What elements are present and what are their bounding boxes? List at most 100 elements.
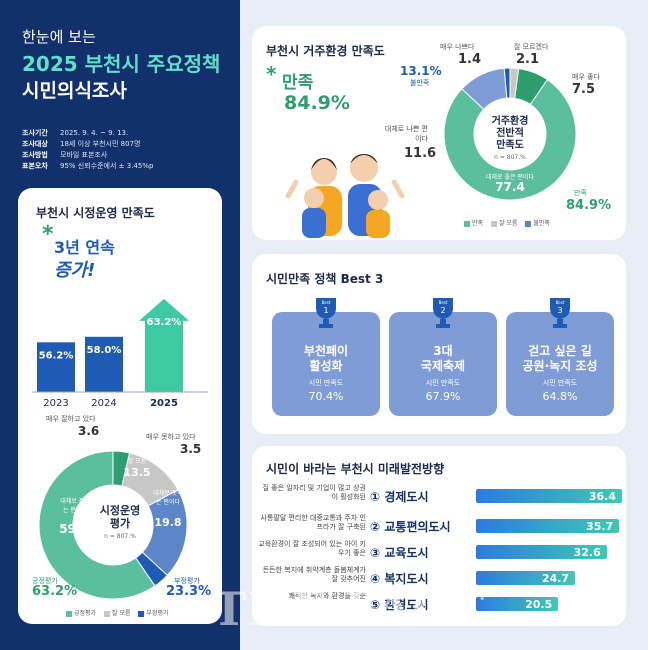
meta-key: 조사대상 [22,140,48,148]
future-value: 35.7 [586,520,614,533]
slice-good [443,78,577,201]
meta-value: 2025. 9. 4. ~ 9. 13. [60,129,129,137]
header-line1: 한눈에 보는 [22,28,96,46]
best3-item-3: Best 3 걷고 싶은 길 공원·녹지 조성 시민 만족도 64.8% [506,298,614,416]
future-num: ④ [370,572,381,586]
best3-name: 3대 국제축제 [389,344,497,374]
admin-donut [38,450,188,600]
slice-very-bad [503,67,511,99]
future-name: ① 경제도시 [370,488,429,505]
future-name-text: 복지도시 [384,572,429,586]
best3-pct: 67.9% [425,390,461,403]
meta-row: 표본오차 95% 신뢰수준에서 ± 3.45%p [22,161,153,172]
future-title: 시민이 바라는 부천시 미래발전방향 [266,462,445,476]
bar-value-label: 56.2% [39,350,74,361]
legend-dk: 잘 모름 [498,220,518,227]
future-bar: 20.5 [476,597,559,611]
legend-unsat: 불만족 [533,220,550,227]
future-num: ⑤ [370,598,381,612]
admin-center-2: 평가 [109,517,131,530]
best3-item-1: Best 1 부천페이 활성화 시민 만족도 70.4% [272,298,380,416]
living-card: 부천시 거주환경 만족도 * 만족 84.9% 거주환경 전반적 만족도 n =… [252,26,626,240]
future-row: 사통팔달 편리한 대중교통과 주차 인프라가 잘 구축된 ② 교통편의도시 35.7 [258,514,630,538]
admin-title: 부천시 시정운영 만족도 [36,206,155,220]
meta-key: 조사방법 [22,151,48,159]
best3-title: 시민만족 정책 Best 3 [266,272,384,286]
future-name: ④ 복지도시 [370,570,429,587]
future-value: 32.6 [573,546,601,559]
admin-vg-label: 매우 못하고 있다 [146,433,196,441]
living-vb-label: 매우 나쁘다 [440,43,475,51]
best3-sub: 시민 만족도 [308,379,344,387]
living-badge-label: 만족 [282,73,314,93]
header-line3: 시민의식조사 [22,80,127,102]
admin-headline2: 증가! [54,260,96,281]
best3-name-2: 활성화 [309,359,343,373]
bar-value-label: 58.0% [87,345,122,356]
rank-text: 2 [440,306,445,315]
trophy-icon: Best 3 [550,298,570,328]
bar-2023 [37,342,75,392]
future-value: 36.4 [588,490,616,503]
future-bar: 35.7 [476,519,620,533]
future-row: 질 좋은 일자리 및 기업이 많고 상권이 활성화된 ① 경제도시 36.4 [258,484,630,508]
living-vb-value: 1.4 [458,52,482,67]
admin-pos-total-label: 긍정평가 [32,577,58,585]
living-center-1: 거주환경 [491,116,529,127]
living-center-3: 만족도 [496,140,524,151]
svg-text:Best: Best [439,300,448,305]
best3-sub: 시민 만족도 [542,379,578,387]
admin-vb-value: 3.6 [78,424,100,438]
admin-pos-inner-value: 59.6 [59,522,89,536]
living-legend: 만족 잘 모름 불만족 [458,218,550,227]
admin-vb-label: 매우 잘하고 있다 [46,415,96,423]
future-name-text: 교통편의도시 [384,520,451,534]
star-icon: * [42,222,54,247]
future-card: 시민이 바라는 부천시 미래발전방향 [252,446,626,626]
svg-text:Best: Best [322,300,331,305]
admin-neg-total-value: 23.3% [166,584,212,599]
living-good-value: 77.4 [495,180,525,194]
admin-headline1: 3년 연속 [54,238,115,257]
meta-value: 모바일 표본조사 [60,151,108,159]
best3-item-2: Best 2 3대 국제축제 시민 만족도 67.9% [389,298,497,416]
future-bar: 24.7 [476,571,576,585]
admin-legend: 긍정평가 잘 모름 부정평가 [60,608,169,617]
future-name: ③ 교육도시 [370,544,429,561]
watermark: THE FACT [212,582,486,636]
best3-name-2: 국제축제 [420,359,466,373]
admin-dk-label: 잘 모름 [127,458,147,465]
survey-meta: 조사기간 2025. 9. 4. ~ 9. 13. 조사대상 18세 이상 부천시민… [22,128,153,172]
living-title: 부천시 거주환경 만족도 [266,44,385,58]
legend-dk: 잘 모름 [112,610,131,617]
future-desc: 질 좋은 일자리 및 기업이 많고 상권이 활성화된 [262,484,366,501]
admin-pos-total-value: 63.2% [32,584,78,599]
future-num: ③ [370,546,381,560]
bar-2024 [85,336,123,392]
living-badge-value: 84.9% [284,92,350,114]
slice-pos [38,450,156,600]
header-line2: 2025 부천시 주요정책 [22,52,221,76]
living-unsat-value: 13.1% [400,64,442,78]
meta-value: 95% 신뢰수준에서 ± 3.45%p [60,162,154,170]
admin-card: 부천시 시정운영 만족도 * 3년 연속 증가! 56.2% 2023 58.0% 2… [18,188,222,624]
living-unsat-label: 불만족 [410,79,430,87]
future-num: ① [370,490,381,504]
admin-vg-value: 3.5 [180,442,202,456]
admin-pos-inner-label: 대체로 잘하는 편이다 [60,498,90,514]
meta-row: 조사대상 18세 이상 부천시민 807명 [22,139,153,150]
living-bad-label: 대체로 나쁜 편이다 [384,125,428,143]
living-bad-value: 11.6 [404,146,437,161]
future-desc: 든든한 복지에 취약계층 돌봄체계가 잘 갖추어진 [262,566,366,583]
future-row: 쾌적한 녹지와 환경을 갖춘 ⑤ 환경도시 20.5 [258,592,630,616]
legend-positive: 긍정평가 [74,610,97,617]
future-name: ② 교통편의도시 [370,518,451,535]
future-name-text: 경제도시 [384,490,429,504]
living-sat-label: 만족 [574,189,587,197]
future-row: 교육환경이 잘 조성되어 있는 아이 키우기 좋은 ③ 교육도시 32.6 [258,540,630,564]
year-label: 2023 [43,398,68,408]
admin-neg-total-label: 부정평가 [174,577,200,585]
rank-text: 3 [557,306,562,315]
trophy-icon: Best 1 [316,298,336,328]
living-vg-value: 7.5 [572,82,596,97]
